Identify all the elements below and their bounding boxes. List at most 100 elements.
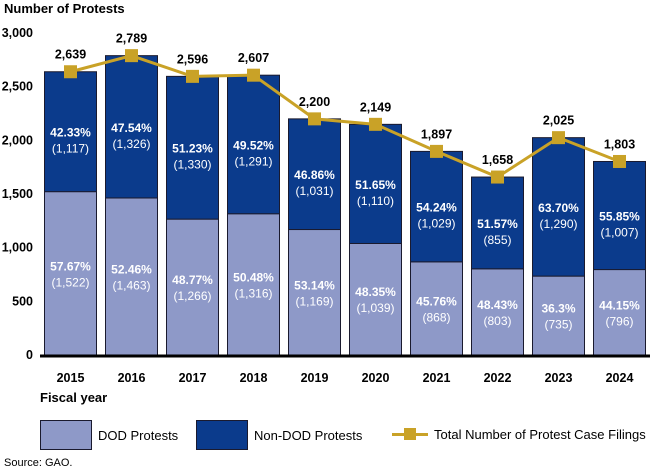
legend-item-total: Total Number of Protest Case Filings: [392, 420, 646, 448]
x-tick-label: 2021: [423, 371, 451, 385]
bar-dod-2016: [105, 197, 158, 356]
y-tick-label: 0: [26, 348, 33, 362]
dod-count-label: (1,039): [356, 301, 394, 315]
nondod-pct-label: 51.65%: [355, 178, 396, 192]
bar-nondod-2016: [105, 55, 158, 199]
nondod-count-label: (1,291): [234, 154, 272, 168]
y-tick-label: 2,000: [2, 133, 33, 147]
y-tick-label: 500: [12, 294, 33, 308]
nondod-count-label: (1,330): [173, 158, 211, 172]
bar-dod-2023: [532, 275, 585, 356]
total-label: 1,803: [604, 137, 635, 151]
bar-dod-2019: [288, 229, 341, 356]
source-note: Source: GAO.: [4, 457, 73, 469]
total-label: 2,200: [299, 95, 330, 109]
dod-count-label: (803): [483, 314, 511, 328]
total-label: 1,897: [421, 127, 452, 141]
dod-count-label: (868): [422, 310, 450, 324]
dod-count-label: (1,522): [51, 275, 89, 289]
legend-label-dod: DOD Protests: [98, 427, 179, 443]
dod-count-label: (796): [605, 314, 633, 328]
nondod-pct-label: 54.24%: [416, 201, 457, 215]
legend-label-nondod: Non-DOD Protests: [254, 427, 363, 443]
dod-pct-label: 36.3%: [541, 302, 575, 316]
nondod-pct-label: 47.54%: [111, 121, 152, 135]
dod-pct-label: 48.77%: [172, 273, 213, 287]
nondod-count-label: (1,031): [295, 184, 333, 198]
dod-count-label: (1,169): [295, 294, 333, 308]
total-marker-2015: [64, 65, 77, 79]
total-marker-2018: [247, 68, 260, 82]
legend-item-dod: DOD Protests: [40, 420, 178, 450]
bar-nondod-2022: [471, 176, 524, 270]
legend-swatch-dod: [40, 420, 92, 450]
total-marker-2017: [186, 69, 199, 83]
legend-swatch-nondod: [196, 420, 248, 450]
dod-pct-label: 50.48%: [233, 270, 274, 284]
y-tick-label: 3,000: [2, 26, 33, 40]
total-label: 2,639: [55, 48, 86, 62]
nondod-pct-label: 63.70%: [538, 201, 579, 215]
nondod-pct-label: 55.85%: [599, 210, 640, 224]
x-tick-label: 2024: [606, 371, 634, 385]
legend-label-total: Total Number of Protest Case Filings: [434, 426, 646, 442]
legend: DOD Protests Non-DOD Protests Total Numb…: [0, 420, 650, 450]
y-axis-title: Number of Protests: [4, 1, 125, 16]
bar-dod-2022: [471, 268, 524, 356]
total-label: 2,025: [543, 114, 574, 128]
nondod-count-label: (1,007): [600, 226, 638, 240]
total-label: 2,789: [116, 32, 147, 46]
x-tick-label: 2016: [118, 371, 146, 385]
bar-dod-2020: [349, 242, 402, 356]
x-tick-label: 2018: [240, 371, 268, 385]
dod-pct-label: 53.14%: [294, 278, 335, 292]
bar-nondod-2024: [593, 160, 646, 271]
dod-count-label: (1,266): [173, 289, 211, 303]
total-marker-2019: [308, 112, 321, 126]
y-tick-label: 1,000: [2, 241, 33, 255]
total-label: 2,607: [238, 51, 269, 65]
bar-dod-2015: [44, 191, 97, 356]
x-tick-label: 2020: [362, 371, 390, 385]
bar-nondod-2019: [288, 118, 341, 231]
bar-nondod-2018: [227, 74, 280, 215]
x-tick-label: 2022: [484, 371, 512, 385]
nondod-count-label: (1,029): [417, 217, 455, 231]
total-line: [70, 54, 621, 179]
legend-marker-total: [392, 420, 428, 448]
y-tick-label: 2,500: [2, 80, 33, 94]
total-marker-2024: [613, 154, 626, 168]
nondod-count-label: (1,110): [357, 194, 394, 208]
total-marker-2023: [552, 131, 565, 145]
nondod-count-label: (1,117): [52, 142, 89, 156]
dod-count-label: (735): [544, 318, 572, 332]
bar-nondod-2015: [44, 71, 97, 193]
dod-pct-label: 48.35%: [355, 285, 396, 299]
legend-item-nondod: Non-DOD Protests: [196, 420, 362, 450]
dod-pct-label: 52.46%: [111, 262, 152, 276]
nondod-count-label: (855): [483, 233, 511, 247]
dod-count-label: (1,316): [234, 286, 272, 300]
x-tick-label: 2015: [57, 371, 85, 385]
x-tick-label: 2023: [545, 371, 573, 385]
total-marker-2021: [430, 144, 443, 158]
x-tick-label: 2019: [301, 371, 329, 385]
bar-nondod-2017: [166, 75, 219, 220]
x-tick-label: 2017: [179, 371, 207, 385]
bar-nondod-2021: [410, 150, 463, 263]
dod-count-label: (1,463): [112, 278, 150, 292]
total-label: 1,658: [482, 153, 513, 167]
total-marker-2020: [369, 117, 382, 131]
nondod-pct-label: 42.33%: [50, 126, 91, 140]
dod-pct-label: 45.76%: [416, 294, 457, 308]
total-label: 2,149: [360, 100, 391, 114]
bar-dod-2021: [410, 261, 463, 356]
nondod-count-label: (1,326): [112, 137, 150, 151]
bar-nondod-2020: [349, 123, 402, 244]
nondod-pct-label: 51.23%: [172, 142, 213, 156]
dod-pct-label: 48.43%: [477, 298, 518, 312]
dod-pct-label: 44.15%: [599, 298, 640, 312]
total-label: 2,596: [177, 52, 208, 66]
x-axis-title: Fiscal year: [40, 390, 108, 405]
stacked-bar-chart: 0 500 1,000 1,500 2,000 2,500 3,000 57.67% (1,52…: [2, 26, 650, 385]
